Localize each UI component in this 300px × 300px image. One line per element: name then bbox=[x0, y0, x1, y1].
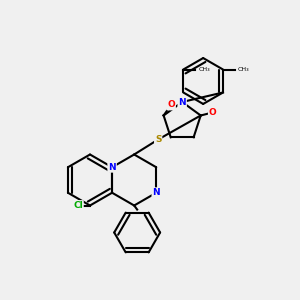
Text: S: S bbox=[155, 135, 161, 144]
Text: N: N bbox=[108, 163, 116, 172]
Text: CH₃: CH₃ bbox=[198, 67, 210, 72]
Text: O: O bbox=[167, 100, 175, 109]
Text: N: N bbox=[178, 98, 186, 106]
Text: Cl: Cl bbox=[73, 201, 83, 210]
Text: N: N bbox=[152, 188, 160, 197]
Text: O: O bbox=[209, 108, 217, 117]
Text: CH₃: CH₃ bbox=[238, 67, 250, 72]
